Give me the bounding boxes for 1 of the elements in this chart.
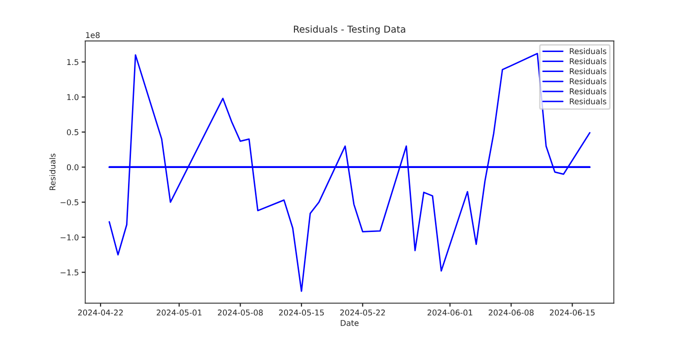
chart-title: Residuals - Testing Data — [294, 25, 406, 35]
